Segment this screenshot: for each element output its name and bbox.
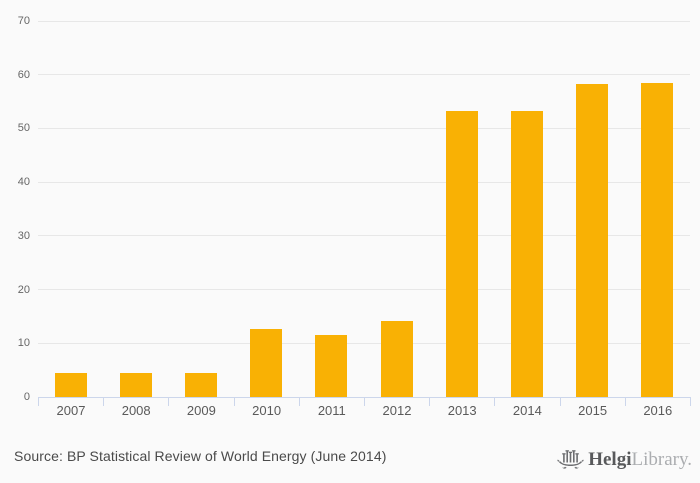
y-axis-tick-label: 20 <box>17 283 30 296</box>
logo-word-helgi: Helgi <box>588 449 632 470</box>
y-axis-tick-label: 10 <box>17 337 30 350</box>
y-gridline <box>38 235 690 237</box>
y-axis-tick-label: 50 <box>17 122 30 135</box>
x-axis-label-2013: 2013 <box>447 403 477 418</box>
helgilibrary-logo[interactable]: HelgiLibrary. <box>557 444 692 476</box>
x-axis-tick <box>233 398 235 406</box>
bar-2007[interactable] <box>54 373 87 397</box>
x-axis-line <box>38 397 691 398</box>
x-axis-label-2014: 2014 <box>512 403 542 418</box>
source-caption: Source: BP Statistical Review of World E… <box>14 448 387 464</box>
y-gridline <box>38 74 690 76</box>
bar-2008[interactable] <box>119 373 152 397</box>
y-gridline <box>38 289 690 291</box>
y-axis-tick-label: 0 <box>23 391 30 403</box>
x-axis-label-2009: 2009 <box>186 403 216 418</box>
x-axis-tick <box>559 398 561 406</box>
y-axis-tick-label: 60 <box>17 68 30 81</box>
bar-2013[interactable] <box>445 110 478 397</box>
x-axis-tick <box>690 398 691 406</box>
x-axis-tick <box>38 398 39 406</box>
x-axis-label-2016: 2016 <box>643 403 673 418</box>
y-axis-tick-label: 30 <box>17 229 30 242</box>
logo-wordmark: HelgiLibrary. <box>588 447 692 473</box>
bar-2012[interactable] <box>380 321 413 397</box>
bar-2014[interactable] <box>511 110 543 397</box>
y-axis-tick-label: 70 <box>17 15 30 27</box>
bar-2015[interactable] <box>576 84 609 397</box>
x-axis-label-2011: 2011 <box>317 403 346 418</box>
x-axis-label-2010: 2010 <box>252 403 282 418</box>
x-axis-tick <box>364 398 365 406</box>
x-axis-tick <box>168 398 170 406</box>
y-gridline <box>38 20 690 22</box>
bar-2010[interactable] <box>250 328 283 397</box>
x-axis-tick <box>429 398 431 406</box>
y-gridline <box>38 342 690 344</box>
y-gridline <box>38 127 690 129</box>
helgi-ship-icon <box>557 447 584 476</box>
x-axis-label-2015: 2015 <box>578 403 608 418</box>
y-axis-tick-label: 40 <box>17 176 30 189</box>
y-gridline <box>38 181 690 183</box>
x-axis-tick <box>624 398 626 406</box>
bar-2011[interactable] <box>315 334 348 397</box>
x-axis-tick <box>103 398 105 406</box>
x-axis-label-2007: 2007 <box>56 403 86 418</box>
x-axis-label-2008: 2008 <box>121 403 151 418</box>
x-axis-tick <box>494 398 496 406</box>
x-axis-tick <box>298 398 300 406</box>
bar-2016[interactable] <box>641 83 674 397</box>
logo-word-library: Library. <box>631 449 693 470</box>
x-axis-label-2012: 2012 <box>382 403 412 418</box>
bar-2009[interactable] <box>185 373 217 397</box>
